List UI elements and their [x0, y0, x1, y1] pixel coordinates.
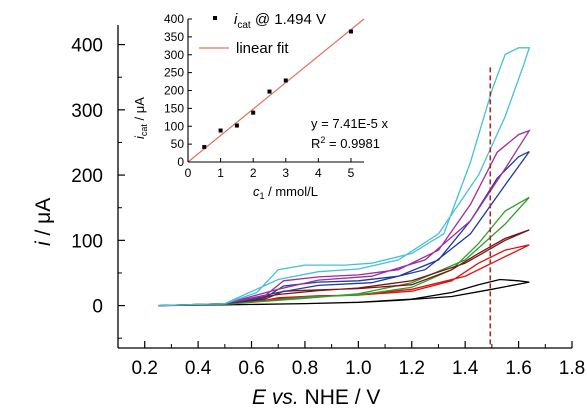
main-x-tick-label: 1.4 — [452, 358, 479, 379]
data-point — [267, 89, 272, 94]
inset-y-ticks: 0 50 100 150 200 250 300 350 400 — [164, 12, 192, 169]
inset-y-tick-label: 300 — [164, 48, 184, 62]
cv-curve-3 — [158, 196, 530, 307]
main-x-tick-label: 0.2 — [131, 358, 157, 379]
main-y-tick-label: 100 — [71, 231, 103, 252]
inset-y-tick-label: 100 — [164, 119, 184, 133]
main-x-ticks: 0.2 0.4 0.6 0.8 1.0 1.2 1.4 1.6 1.8 — [117, 341, 585, 379]
inset-y-tick-label: 350 — [164, 30, 184, 44]
cv-curve-5 — [158, 151, 530, 307]
inset-x-tick-label: 1 — [217, 166, 224, 180]
main-y-tick-label: 0 — [92, 297, 103, 318]
cv-curve-7 — [158, 47, 531, 307]
inset-y-tick-label: 400 — [164, 12, 184, 26]
inset-y-tick-label: 50 — [171, 137, 185, 151]
cv-curve-4 — [158, 229, 530, 307]
data-point — [218, 128, 223, 133]
legend-fit-label: linear fit — [236, 40, 289, 57]
data-point — [234, 123, 239, 128]
inset-background — [186, 19, 374, 164]
main-curves — [158, 47, 531, 307]
data-point — [202, 144, 207, 149]
main-x-tick-label: 1.2 — [399, 358, 425, 379]
main-x-tick-label: 1.6 — [505, 358, 531, 379]
main-y-tick-label: 300 — [71, 101, 103, 122]
inset-points — [202, 29, 353, 149]
cv-curve-6 — [158, 129, 531, 307]
inset-x-tick-label: 5 — [348, 166, 355, 180]
main-x-tick-label: 0.6 — [238, 358, 264, 379]
data-point — [348, 29, 353, 34]
main-y-tick-label: 400 — [71, 36, 103, 57]
fit-line — [187, 18, 365, 163]
legend-points-label: icat @ 1.494 V — [234, 11, 326, 31]
inset-y-tick-label: 250 — [164, 66, 184, 80]
main-y-ticks: 0 100 200 300 400 — [71, 36, 125, 339]
main-y-title: i / μA — [32, 198, 55, 246]
inset-y-tick-label: 150 — [164, 101, 184, 115]
inset-x-ticks: 0 1 2 3 4 5 — [185, 158, 355, 180]
fit-equation: y = 7.41E-5 x — [311, 116, 388, 131]
main-x-tick-label: 0.4 — [185, 358, 212, 379]
data-point — [283, 78, 288, 83]
main-y-tick-label: 200 — [71, 166, 103, 187]
fit-r-squared: R2 = 0.9981 — [311, 135, 380, 151]
inset-x-tick-label: 3 — [282, 166, 289, 180]
inset-x-tick-label: 2 — [250, 166, 257, 180]
inset-y-tick-label: 200 — [164, 84, 184, 98]
legend-point-marker — [213, 16, 217, 20]
main-x-tick-label: 1.8 — [559, 358, 585, 379]
inset-x-tick-label: 4 — [315, 166, 322, 180]
main-axes — [117, 25, 572, 349]
inset-x-tick-label: 0 — [185, 166, 192, 180]
main-x-title: E vs. NHE / V — [252, 386, 380, 409]
inset-x-title: c1 / mmol/L — [253, 184, 318, 201]
inset-y-tick-label: 0 — [177, 155, 184, 169]
data-point — [251, 110, 256, 115]
main-x-tick-label: 0.8 — [292, 358, 318, 379]
inset-y-title: icat / μA — [132, 97, 149, 139]
main-x-tick-label: 1.0 — [345, 358, 371, 379]
cv-curve-1 — [158, 278, 530, 307]
